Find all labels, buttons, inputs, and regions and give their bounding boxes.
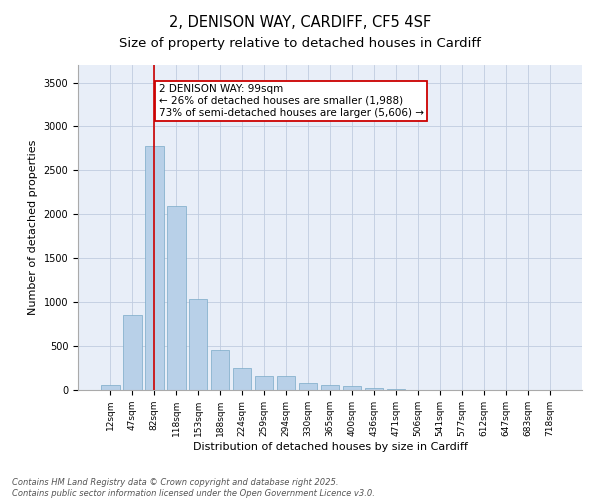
Bar — [233, 368, 251, 390]
Bar — [101, 385, 119, 390]
Bar — [343, 386, 361, 390]
Text: Size of property relative to detached houses in Cardiff: Size of property relative to detached ho… — [119, 38, 481, 51]
Bar — [365, 388, 383, 390]
X-axis label: Distribution of detached houses by size in Cardiff: Distribution of detached houses by size … — [193, 442, 467, 452]
Bar — [386, 389, 405, 390]
Bar — [189, 298, 208, 390]
Bar — [211, 350, 229, 390]
Bar — [123, 316, 142, 390]
Y-axis label: Number of detached properties: Number of detached properties — [28, 140, 38, 315]
Bar — [145, 146, 164, 390]
Text: 2 DENISON WAY: 99sqm
← 26% of detached houses are smaller (1,988)
73% of semi-de: 2 DENISON WAY: 99sqm ← 26% of detached h… — [158, 84, 424, 117]
Bar — [320, 385, 340, 390]
Bar — [255, 376, 274, 390]
Bar — [167, 206, 185, 390]
Bar — [277, 376, 295, 390]
Text: Contains HM Land Registry data © Crown copyright and database right 2025.
Contai: Contains HM Land Registry data © Crown c… — [12, 478, 375, 498]
Text: 2, DENISON WAY, CARDIFF, CF5 4SF: 2, DENISON WAY, CARDIFF, CF5 4SF — [169, 15, 431, 30]
Bar — [299, 384, 317, 390]
